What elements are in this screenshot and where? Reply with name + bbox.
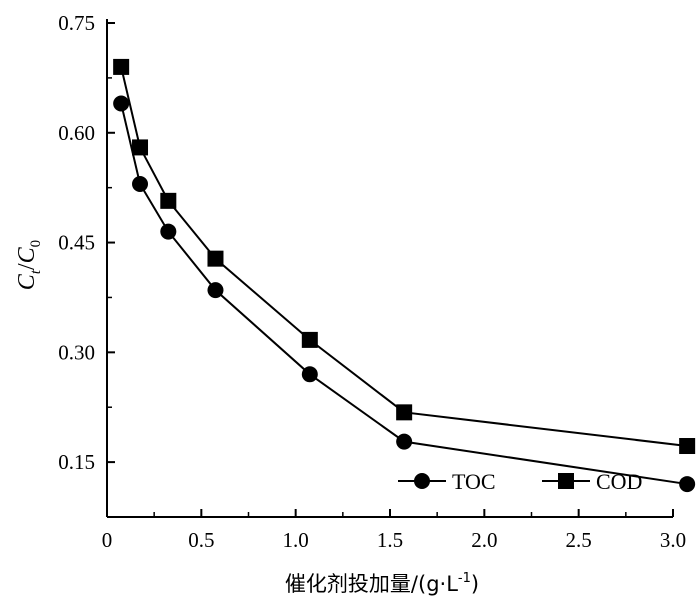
y-axis-title: Ct/C0 xyxy=(14,240,44,290)
legend-label: COD xyxy=(596,469,642,494)
series-cod xyxy=(113,58,696,455)
x-axis-title: 催化剂投加量/(g·L-1) xyxy=(285,571,479,596)
series-line xyxy=(120,66,688,448)
axes xyxy=(106,19,673,518)
y-tick-label: 0.75 xyxy=(58,11,95,35)
y-tick-label: 0.30 xyxy=(58,340,95,364)
data-point-square xyxy=(301,331,318,348)
y-axis-title-denom: C xyxy=(14,246,40,263)
x-tick-label: 1.0 xyxy=(283,528,309,552)
y-ticks: 0.15 0.30 0.45 0.60 0.75 xyxy=(58,11,115,474)
data-point-square xyxy=(160,192,177,209)
data-point-circle xyxy=(160,223,177,240)
y-tick-label: 0.15 xyxy=(58,450,95,474)
series-line xyxy=(120,103,688,486)
series-toc xyxy=(113,95,696,493)
data-point-circle xyxy=(301,366,318,383)
x-axis-title-sup: -1 xyxy=(458,571,471,586)
y-tick-label: 0.45 xyxy=(58,231,95,255)
data-point-square xyxy=(132,139,149,156)
legend: TOC COD xyxy=(398,469,642,494)
data-point-square xyxy=(113,58,130,75)
y-tick-label: 0.60 xyxy=(58,121,95,145)
legend-item-toc: TOC xyxy=(398,469,496,494)
x-tick-label: 2.0 xyxy=(471,528,497,552)
legend-item-cod: COD xyxy=(542,469,642,494)
data-point-circle xyxy=(207,282,224,299)
legend-marker-square xyxy=(558,473,574,489)
data-point-square xyxy=(679,438,696,455)
x-axis-title-main: 催化剂投加量/(g·L xyxy=(285,572,458,596)
x-tick-label: 0 xyxy=(102,528,113,552)
data-point-square xyxy=(207,250,224,267)
x-tick-label: 1.5 xyxy=(377,528,403,552)
data-point-circle xyxy=(679,476,696,493)
x-tick-label: 2.5 xyxy=(566,528,592,552)
data-point-square xyxy=(396,404,413,421)
x-ticks: 0 0.5 1.0 1.5 2.0 2.5 3.0 xyxy=(102,509,686,552)
y-axis-title-slash: / xyxy=(14,263,40,270)
data-point-circle xyxy=(113,95,130,112)
y-axis-title-main: C xyxy=(14,273,40,290)
y-axis-title-main-sub: t xyxy=(28,269,44,274)
legend-marker-circle xyxy=(414,473,430,489)
series-layer xyxy=(113,58,696,493)
y-axis-title-denom-sub: 0 xyxy=(28,240,44,248)
legend-label: TOC xyxy=(452,469,496,494)
data-point-circle xyxy=(132,176,149,193)
data-point-circle xyxy=(396,433,413,450)
x-axis-title-close: ) xyxy=(471,572,479,596)
x-tick-label: 3.0 xyxy=(660,528,686,552)
x-tick-label: 0.5 xyxy=(188,528,214,552)
